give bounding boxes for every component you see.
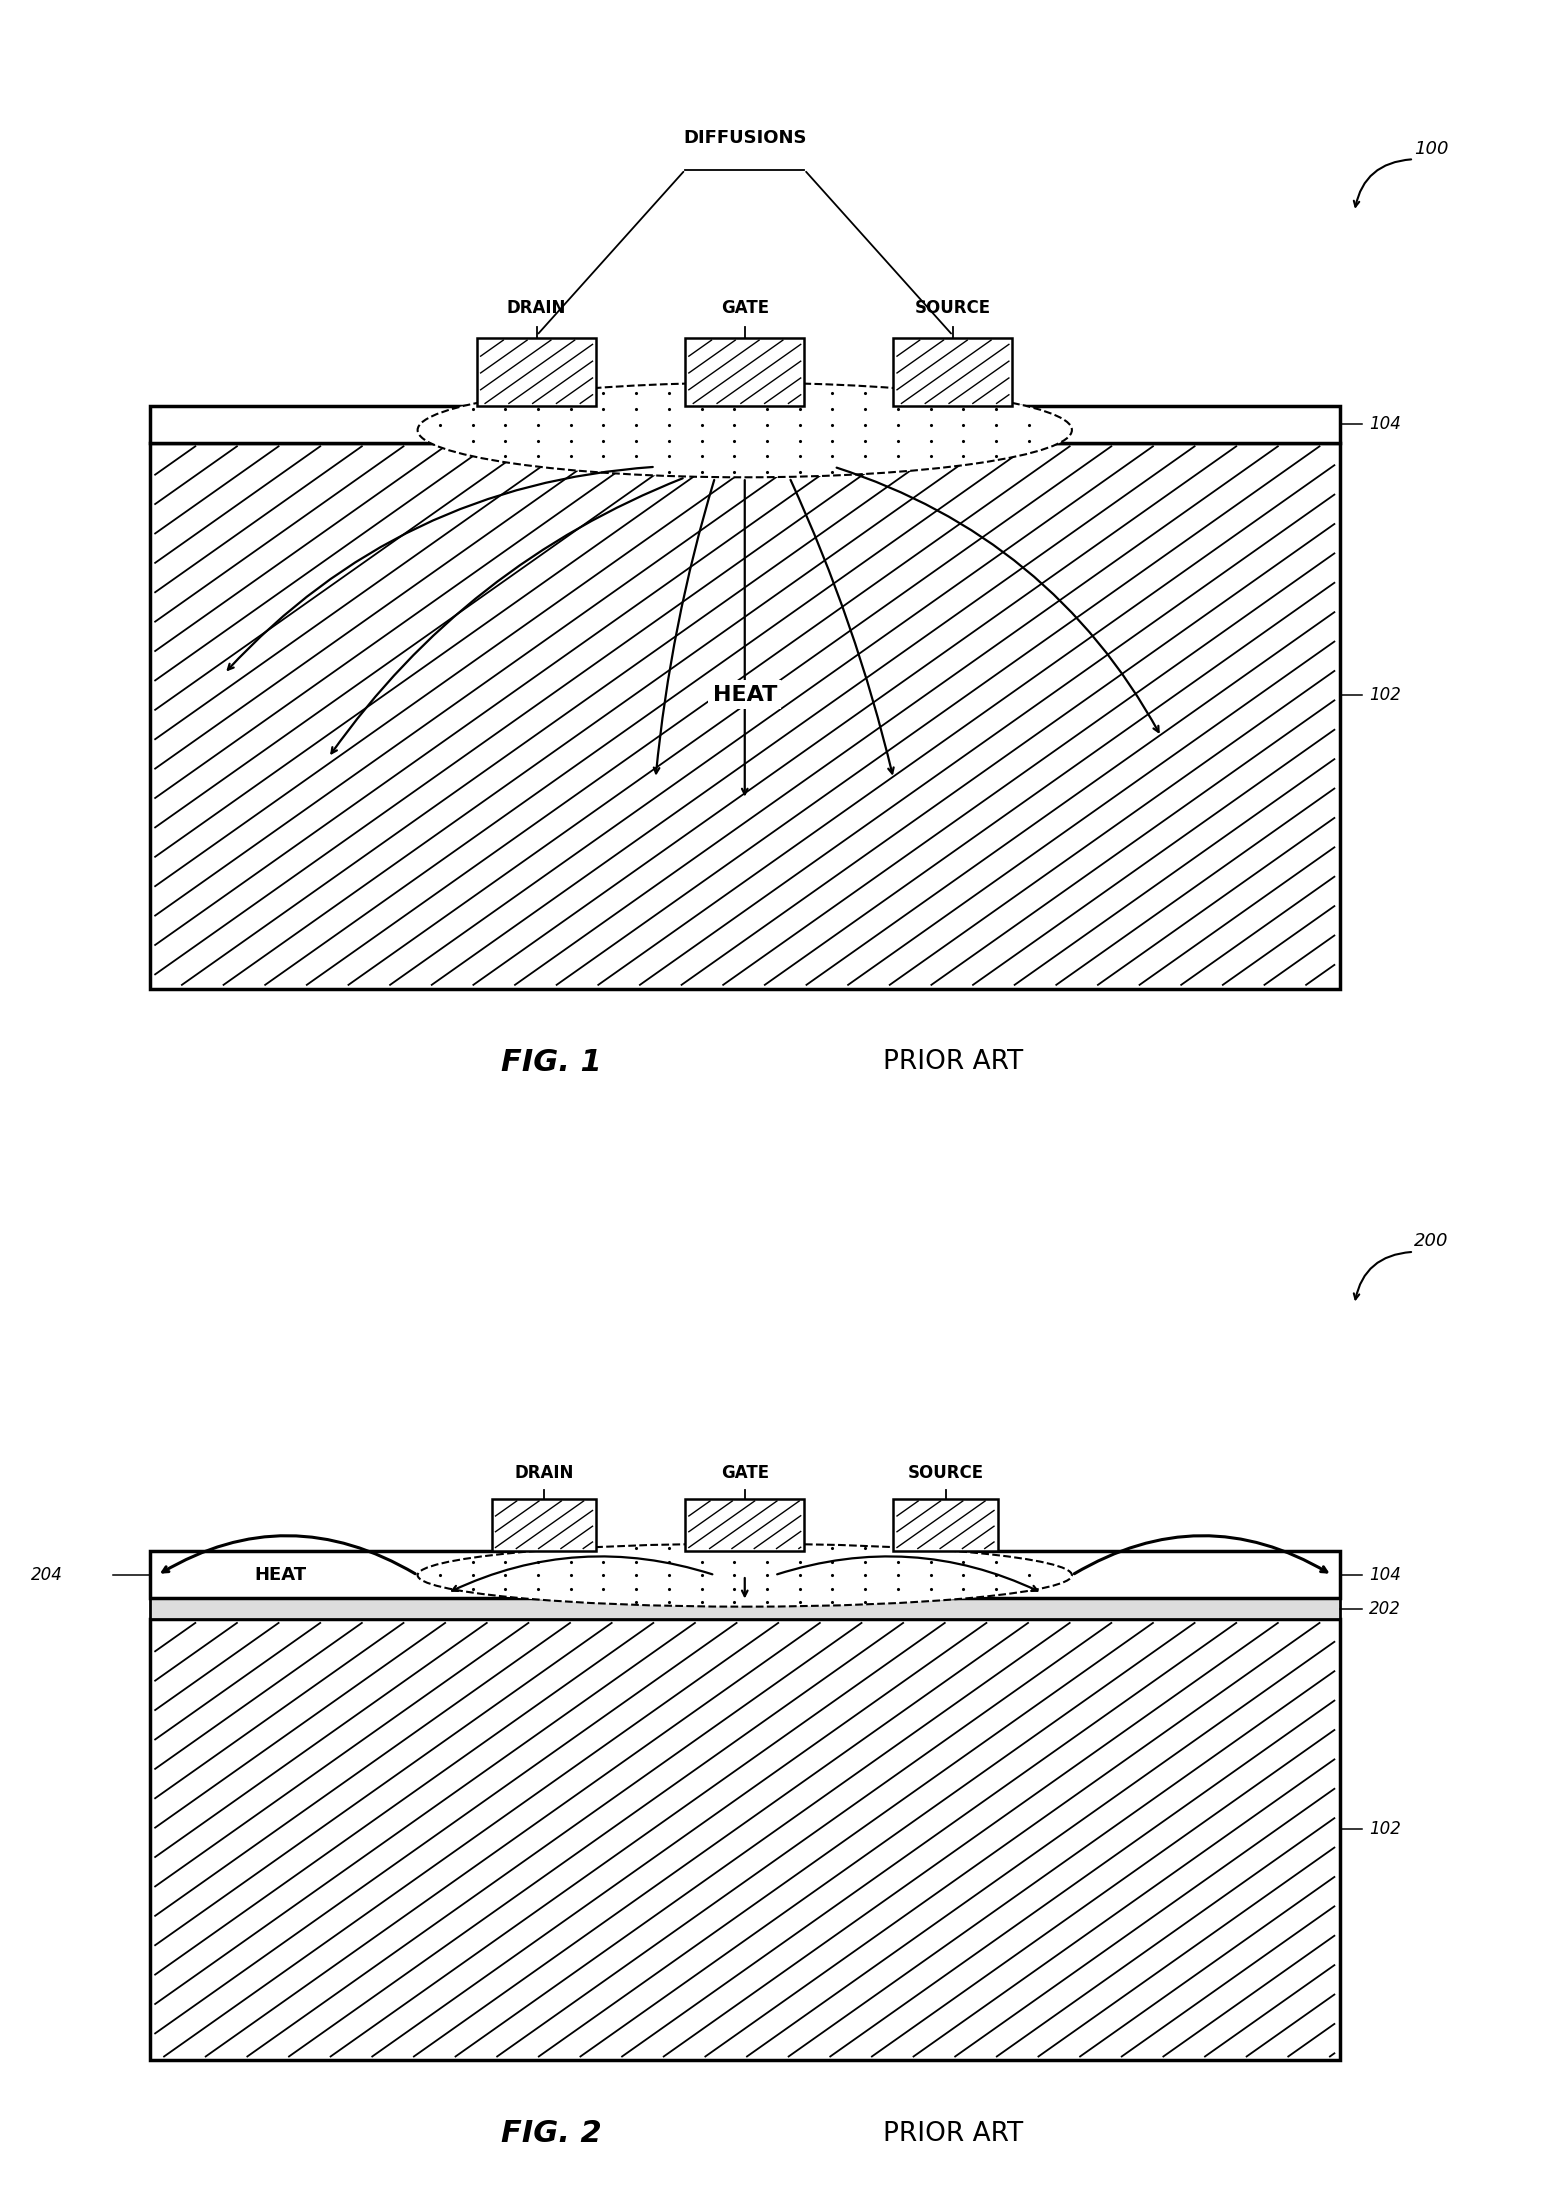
Bar: [150, 442, 1340, 989]
Text: GATE: GATE: [720, 300, 768, 317]
Text: DIFFUSIONS: DIFFUSIONS: [683, 129, 807, 147]
Bar: [150, 1599, 1340, 1618]
Text: FIG. 1: FIG. 1: [500, 1048, 603, 1076]
Text: SOURCE: SOURCE: [915, 300, 991, 317]
Ellipse shape: [418, 383, 1072, 477]
Text: FIG. 2: FIG. 2: [500, 2119, 603, 2148]
Bar: [150, 407, 1340, 442]
Text: HEAT: HEAT: [254, 1566, 307, 1583]
Bar: [493, 1498, 596, 1551]
Text: 102: 102: [1369, 685, 1402, 704]
Text: 204: 204: [31, 1566, 64, 1583]
Text: 100: 100: [1414, 140, 1448, 157]
Bar: [894, 1498, 998, 1551]
Bar: [685, 337, 804, 407]
Text: PRIOR ART: PRIOR ART: [883, 1050, 1022, 1076]
Bar: [894, 337, 1013, 407]
Text: 104: 104: [1369, 1566, 1402, 1583]
Bar: [150, 1551, 1340, 1599]
Text: 200: 200: [1414, 1231, 1448, 1251]
Text: DRAIN: DRAIN: [507, 300, 567, 317]
Bar: [477, 337, 596, 407]
Text: PRIOR ART: PRIOR ART: [883, 2121, 1022, 2148]
Text: SOURCE: SOURCE: [908, 1463, 984, 1483]
Text: HEAT: HEAT: [713, 685, 778, 704]
Ellipse shape: [418, 1544, 1072, 1607]
Bar: [150, 1618, 1340, 2060]
Text: 202: 202: [1369, 1599, 1402, 1618]
Text: 102: 102: [1369, 1820, 1402, 1839]
Text: DRAIN: DRAIN: [514, 1463, 573, 1483]
Text: 104: 104: [1369, 416, 1402, 433]
Text: GATE: GATE: [720, 1463, 768, 1483]
Bar: [685, 1498, 804, 1551]
